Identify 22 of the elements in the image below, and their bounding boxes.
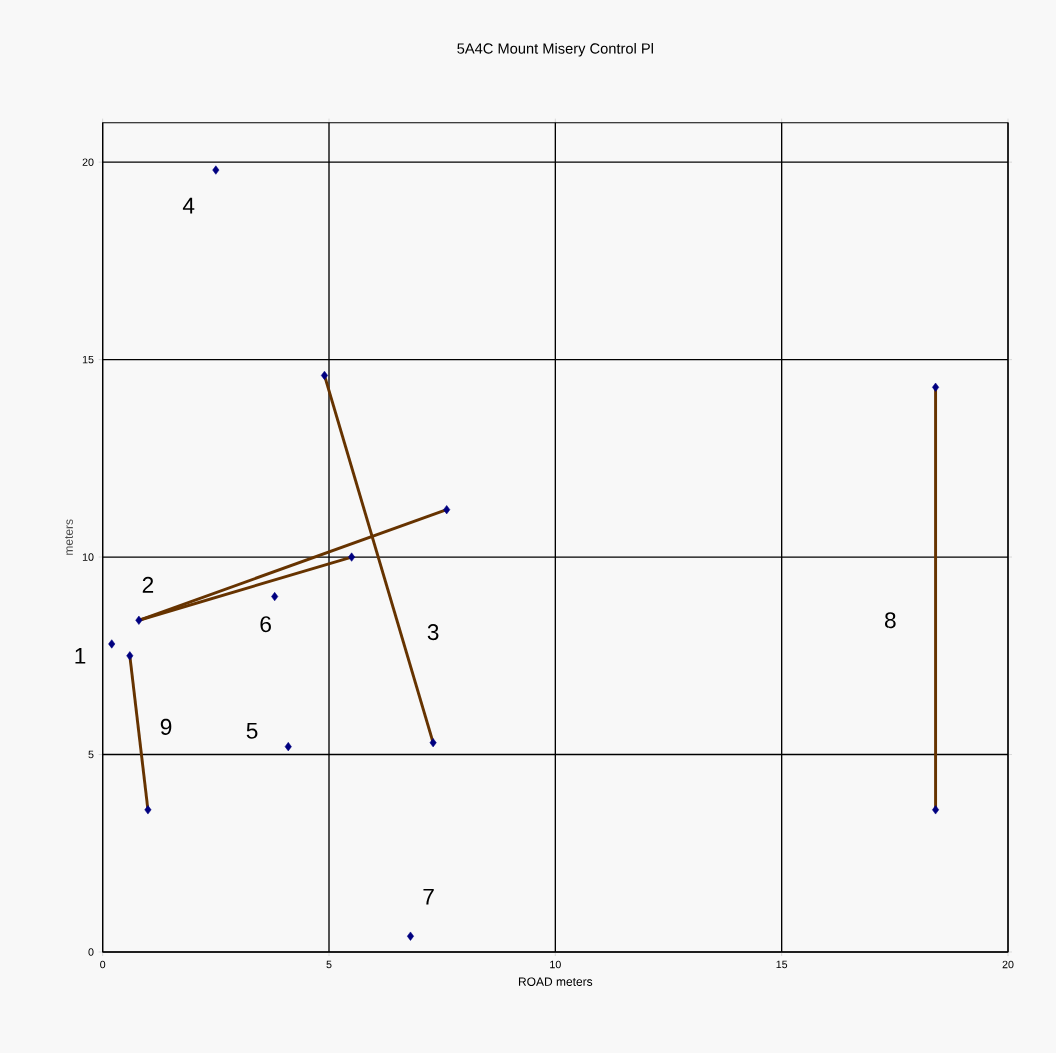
y-axis-title: meters — [65, 519, 73, 555]
x-tick-label: 20 — [1002, 960, 1014, 969]
chart-title: 5A4C Mount Misery Control Pl — [457, 42, 653, 57]
y-tick-label: 5 — [88, 750, 94, 759]
y-tick-label: 20 — [82, 158, 94, 166]
annotation: 9 — [160, 718, 172, 735]
x-axis-title: ROAD meters — [518, 977, 593, 986]
annotation: 3 — [427, 623, 439, 640]
x-tick-label: 5 — [326, 960, 332, 968]
x-tick-label: 0 — [100, 960, 106, 969]
annotation: 7 — [423, 888, 434, 905]
y-tick-label: 15 — [82, 355, 94, 364]
annotation: 5 — [246, 722, 258, 739]
annotation: 8 — [884, 612, 896, 629]
annotation: 2 — [142, 576, 154, 593]
y-tick-label: 0 — [88, 948, 94, 956]
x-tick-label: 15 — [776, 960, 788, 968]
y-tick-label: 10 — [82, 553, 94, 561]
x-tick-label: 10 — [550, 960, 561, 969]
annotation: 1 — [75, 647, 86, 664]
annotation: 6 — [260, 616, 271, 633]
annotation: 4 — [182, 197, 195, 214]
